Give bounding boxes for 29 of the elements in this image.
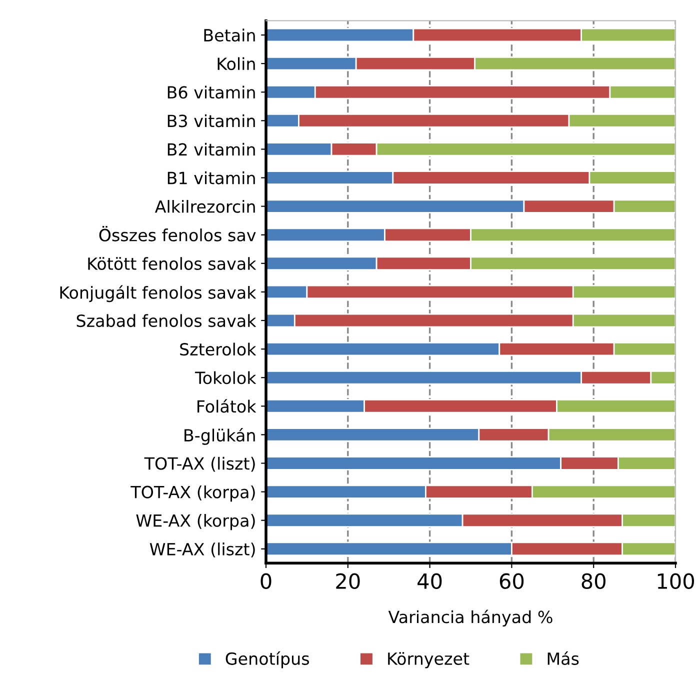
y-tick-label: TOT-AX (korpa)	[130, 485, 255, 502]
x-axis-title: Variancia hányad %	[388, 610, 552, 627]
y-tick-label: Szabad fenolos savak	[76, 314, 256, 328]
y-tick-label: Betain	[204, 28, 255, 42]
legend-label: Más	[548, 651, 579, 665]
y-tick-label: Folátok	[198, 399, 256, 413]
x-tick-label: 0	[260, 573, 272, 590]
y-tick-label: Összes fenolos sav	[99, 226, 256, 242]
y-tick-label: WE-AX (liszt)	[150, 542, 255, 558]
y-tick-label: Szterolok	[180, 342, 256, 356]
x-tick-label: 100	[658, 573, 694, 590]
y-tick-label: Konjugált fenolos savak	[60, 285, 256, 302]
y-tick-label: B-glükán	[184, 428, 255, 445]
x-tick-label: 20	[336, 573, 360, 590]
y-tick-label: B1 vitamin	[168, 171, 255, 184]
y-tick-label: B2 vitamin	[168, 142, 255, 156]
y-tick-label: Kötött fenolos savak	[88, 257, 256, 270]
y-tick-label: Alkilrezorcin	[154, 200, 255, 213]
y-tick-label: Kolin	[218, 57, 255, 70]
x-tick-label: 80	[582, 573, 606, 590]
y-tick-label: B6 vitamin	[168, 86, 255, 99]
y-tick-label: Tokolok	[194, 371, 256, 384]
y-tick-label: WE-AX (korpa)	[136, 514, 255, 530]
x-tick-label: 40	[418, 573, 442, 590]
x-tick-label: 60	[500, 573, 524, 590]
legend-label: Genotípus	[226, 651, 309, 668]
y-tick-label: TOT-AX (liszt)	[144, 456, 255, 472]
y-tick-label: B3 vitamin	[168, 114, 255, 128]
legend-label: Környezet	[388, 652, 470, 668]
